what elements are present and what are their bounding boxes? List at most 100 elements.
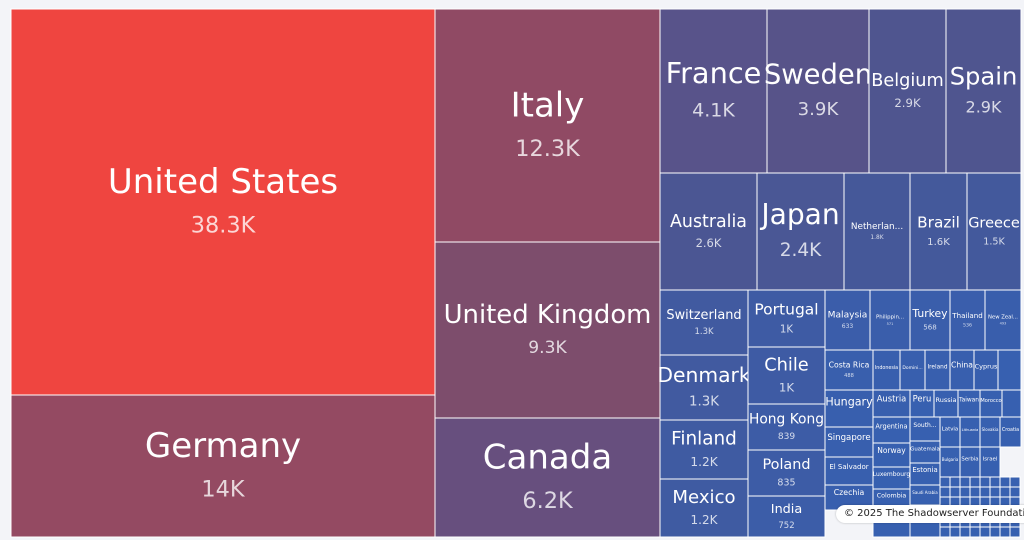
tile-rect-united-kingdom[interactable]: [434, 241, 661, 419]
tile-rect-germany[interactable]: [10, 394, 436, 538]
tile-france[interactable]: France 4.1K: [659, 8, 768, 174]
tile-philippin[interactable]: Philippin...571: [869, 289, 911, 351]
tile-ireland[interactable]: Ireland: [924, 349, 951, 391]
tile-rect-spain[interactable]: [945, 8, 1022, 174]
tile-cyprus[interactable]: Cyprus: [973, 349, 999, 391]
tile-small-41[interactable]: [999, 526, 1011, 538]
tile-rect-netherlan[interactable]: [843, 172, 911, 291]
tile-small-47[interactable]: [1009, 526, 1021, 538]
tile-el-salvador[interactable]: El Salvador: [824, 456, 874, 486]
tile-rect-slovakia[interactable]: [979, 416, 1001, 448]
tile-taiwan[interactable]: Taiwan: [957, 389, 981, 418]
tile-small-35[interactable]: [989, 526, 1001, 538]
tile-sloveni[interactable]: [1001, 389, 1022, 418]
tile-portugal[interactable]: Portugal 1K: [747, 289, 826, 348]
tile-hong-kong[interactable]: Hong Kong 839: [747, 403, 826, 451]
tile-small-36[interactable]: [999, 476, 1011, 488]
tile-rect-australia[interactable]: [659, 172, 758, 291]
tile-canada[interactable]: Canada 6.2K: [434, 417, 661, 538]
tile-croatia[interactable]: Croatia: [999, 416, 1022, 448]
tile-small-42[interactable]: [1009, 476, 1021, 488]
tile-rect-united-states[interactable]: [10, 8, 436, 396]
tile-rect-saudi-arabia[interactable]: [909, 484, 941, 506]
tile-austria[interactable]: Austria: [872, 389, 911, 418]
tile-israel[interactable]: Israel: [979, 446, 1001, 478]
tile-small-1[interactable]: [939, 486, 951, 498]
tile-australia[interactable]: Australia 2.6K: [659, 172, 758, 291]
tile-rect-belgium[interactable]: [868, 8, 947, 174]
tile-morocco[interactable]: Morocco: [979, 389, 1003, 418]
tile-south[interactable]: South...: [909, 416, 941, 442]
tile-turkey[interactable]: Turkey 568: [909, 289, 951, 351]
tile-rect-france[interactable]: [659, 8, 768, 174]
tile-small-5[interactable]: [939, 526, 951, 538]
tile-small-31[interactable]: [989, 486, 1001, 498]
tile-rect-philippin[interactable]: [869, 289, 911, 351]
tile-rect-india[interactable]: [747, 495, 826, 538]
tile-small-37[interactable]: [999, 486, 1011, 498]
tile-rect-costa-rica[interactable]: [824, 349, 874, 391]
tile-rect-thailand[interactable]: [949, 289, 986, 351]
tile-small-19[interactable]: [969, 486, 981, 498]
tile-poland[interactable]: Poland 835: [747, 449, 826, 497]
tile-small-12[interactable]: [959, 476, 971, 488]
tile-hungary[interactable]: Hungary: [824, 389, 874, 428]
tile-rect-croatia[interactable]: [999, 416, 1022, 448]
tile-small-13[interactable]: [959, 486, 971, 498]
tile-small-6[interactable]: [949, 476, 961, 488]
tile-small-18[interactable]: [969, 476, 981, 488]
tile-brazil[interactable]: Brazil 1.6K: [909, 172, 968, 291]
tile-sweden[interactable]: Sweden 3.9K: [764, 8, 872, 174]
tile-thailand[interactable]: Thailand 536: [949, 289, 986, 351]
tile-rect-greece[interactable]: [966, 172, 1022, 291]
tile-italy[interactable]: Italy 12.3K: [434, 8, 661, 243]
tile-peru[interactable]: Peru: [909, 389, 935, 418]
tile-bulgaria[interactable]: Bulgaria: [939, 446, 961, 478]
tile-small-30[interactable]: [989, 476, 1001, 488]
tile-malaysia[interactable]: Malaysia 633: [824, 289, 871, 351]
tile-rect-italy[interactable]: [434, 8, 661, 243]
tile-slovakia[interactable]: Slovakia: [979, 416, 1001, 448]
tile-saudi-arabia[interactable]: Saudi Arabia: [909, 484, 941, 506]
tile-rect-turkey[interactable]: [909, 289, 951, 351]
tile-rect-cyprus[interactable]: [973, 349, 999, 391]
tile-belgium[interactable]: Belgium 2.9K: [868, 8, 947, 174]
tile-new-zeal[interactable]: New Zeal...493: [984, 289, 1022, 351]
tile-rect-indonesia[interactable]: [872, 349, 901, 391]
tile-guatemala[interactable]: Guatemala: [909, 440, 941, 464]
tile-rect-canada[interactable]: [434, 417, 661, 538]
tile-rect-mexico[interactable]: [659, 478, 749, 538]
tile-rect-south[interactable]: [909, 416, 941, 442]
tile-small-11[interactable]: [949, 526, 961, 538]
tile-argentina[interactable]: Argentina: [872, 416, 911, 444]
tile-small-23[interactable]: [969, 526, 981, 538]
tile-spain[interactable]: Spain 2.9K: [945, 8, 1022, 174]
tile-rect-hong-kong[interactable]: [747, 403, 826, 451]
tile-rect-brazil[interactable]: [909, 172, 968, 291]
tile-rect-domini[interactable]: [899, 349, 926, 391]
tile-small-0[interactable]: [939, 476, 951, 488]
tile-denmark[interactable]: Denmark 1.3K: [657, 354, 751, 421]
tile-small-7[interactable]: [949, 486, 961, 498]
tile-netherlan[interactable]: Netherlan... 1.8K: [843, 172, 911, 291]
tile-estonia[interactable]: Estonia: [909, 462, 941, 486]
tile-indonesia[interactable]: Indonesia: [872, 349, 901, 391]
tile-rect-china[interactable]: [949, 349, 975, 391]
tile-switzerland[interactable]: Switzerland 1.3K: [659, 289, 749, 356]
tile-small-48[interactable]: [997, 349, 1022, 391]
tile-costa-rica[interactable]: Costa Rica 488: [824, 349, 874, 391]
tile-small-43[interactable]: [1009, 486, 1021, 498]
tile-rect-denmark[interactable]: [659, 354, 749, 421]
tile-rect-austria[interactable]: [872, 389, 911, 418]
tile-india[interactable]: India 752: [747, 495, 826, 538]
tile-rect-sweden[interactable]: [766, 8, 870, 174]
tile-lithuania[interactable]: Lithuania: [959, 416, 981, 448]
tile-russia[interactable]: Russia: [933, 389, 959, 418]
tile-rect-new-zeal[interactable]: [984, 289, 1022, 351]
tile-japan[interactable]: Japan 2.4K: [756, 172, 845, 291]
tile-small-29[interactable]: [979, 526, 991, 538]
tile-united-kingdom[interactable]: United Kingdom 9.3K: [434, 241, 661, 419]
tile-norway[interactable]: Norway: [872, 442, 911, 468]
tile-serbia[interactable]: Serbia: [959, 446, 981, 478]
tile-rect-ireland[interactable]: [924, 349, 951, 391]
